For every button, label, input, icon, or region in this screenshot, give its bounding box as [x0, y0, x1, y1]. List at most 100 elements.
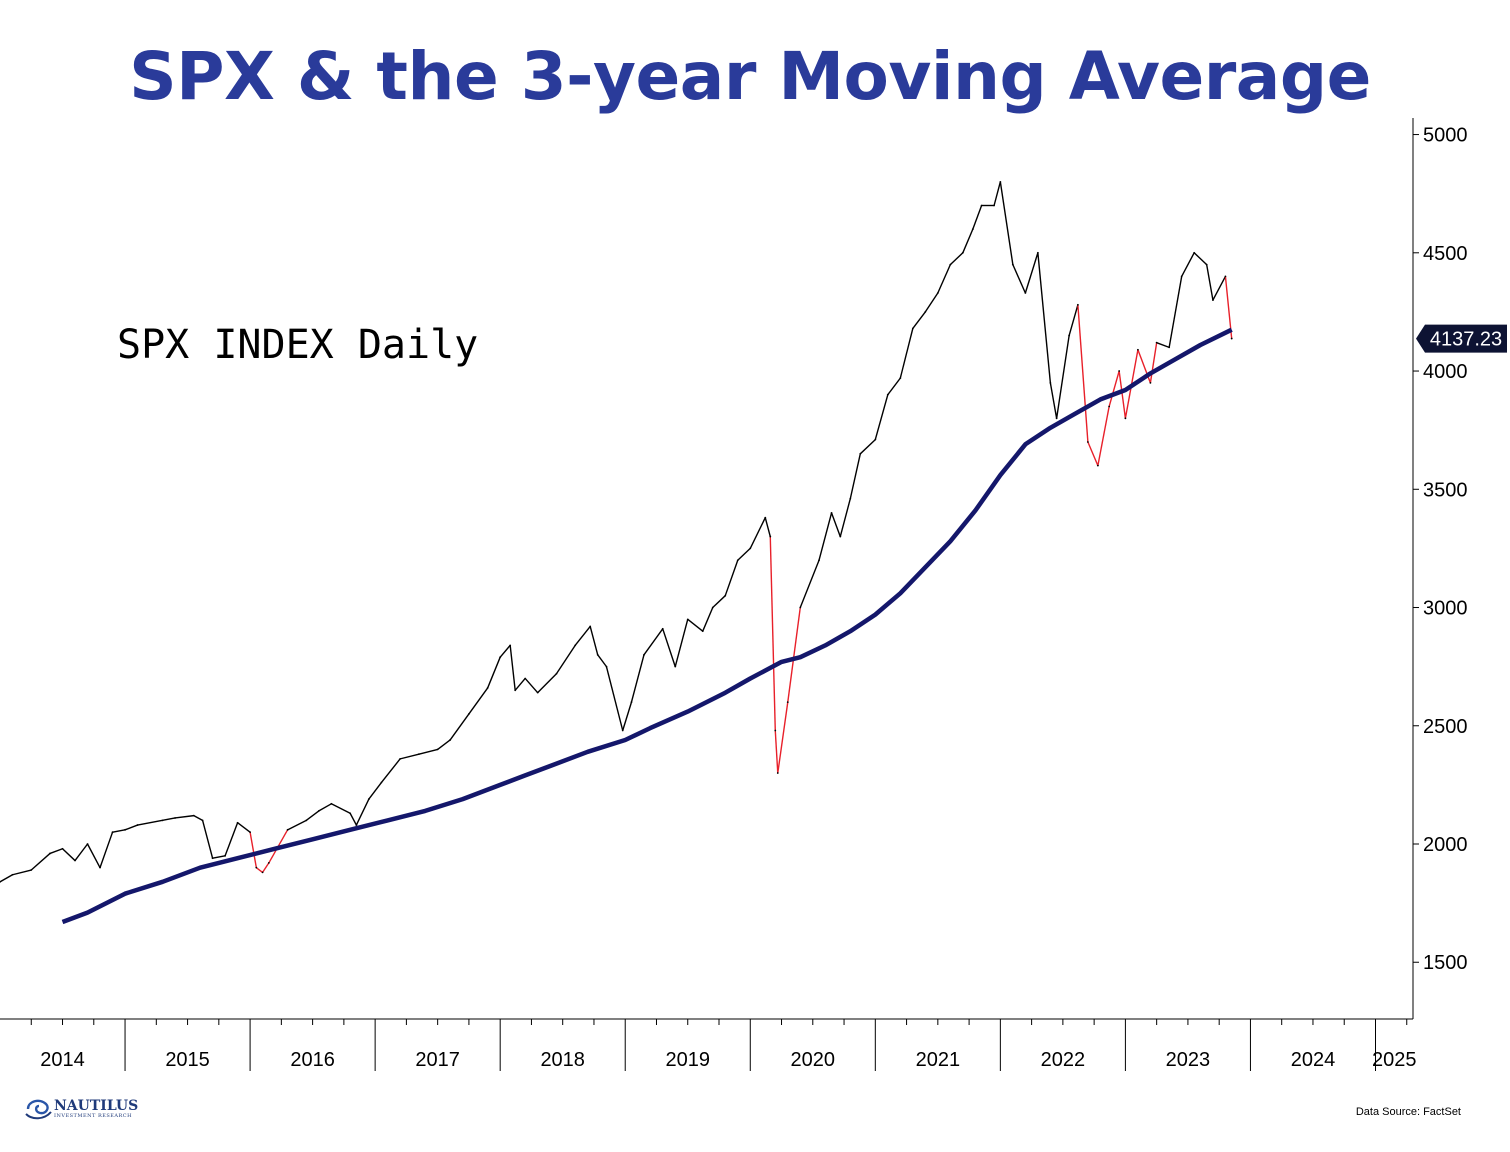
- price-segment: [74, 843, 89, 861]
- price-segment: [764, 517, 771, 537]
- price-point: [349, 812, 352, 815]
- price-segment: [418, 748, 438, 755]
- price-segment: [818, 512, 833, 561]
- price-point: [1212, 299, 1214, 301]
- price-point: [686, 618, 689, 621]
- price-segment: [589, 626, 599, 655]
- price-segment: [224, 822, 239, 857]
- price-segment: [924, 292, 939, 313]
- price-segment: [449, 713, 470, 741]
- price-segment-below-ma: [1118, 370, 1127, 419]
- price-point: [86, 843, 89, 845]
- price-segment: [30, 852, 51, 871]
- x-tick-label: 2023: [1166, 1049, 1211, 1071]
- price-point: [936, 292, 939, 294]
- x-axis: 2014 2015 2016 2017 2018 2019 2020 2021 2022 2023…: [0, 1018, 1416, 1071]
- price-point: [818, 559, 820, 562]
- x-tick-label: 2022: [1041, 1049, 1086, 1071]
- price-segment: [1055, 335, 1070, 419]
- price-segment: [874, 394, 889, 440]
- price-segment: [318, 803, 332, 812]
- price-segment: [331, 803, 351, 814]
- price-segment: [674, 619, 689, 667]
- price-segment: [212, 855, 226, 859]
- price-segment-below-ma: [1108, 370, 1120, 407]
- price-segment: [380, 758, 401, 783]
- price-segment: [137, 819, 163, 826]
- price-point: [1011, 263, 1014, 266]
- price-point: [899, 377, 902, 380]
- price-point: [1124, 417, 1127, 420]
- price-segment: [487, 656, 501, 689]
- price-point: [367, 798, 370, 800]
- price-segment-below-ma: [777, 702, 789, 774]
- price-point: [174, 817, 176, 819]
- price-point: [924, 311, 927, 313]
- price-point: [749, 547, 752, 550]
- price-point: [124, 828, 126, 831]
- price-point: [993, 204, 996, 207]
- price-segment: [499, 644, 511, 658]
- nautilus-swirl-icon: [25, 1099, 52, 1120]
- price-point: [736, 559, 739, 562]
- price-point: [839, 535, 842, 538]
- price-segment-below-ma: [1077, 304, 1089, 443]
- price-point: [961, 251, 964, 254]
- price-point: [724, 594, 727, 597]
- price-point: [1137, 348, 1139, 351]
- price-segment: [937, 264, 951, 294]
- price-segment: [799, 559, 820, 608]
- price-segment: [993, 181, 1002, 206]
- price-segment: [949, 252, 964, 266]
- price-point: [524, 677, 527, 680]
- price-segment: [1012, 264, 1027, 294]
- price-segment: [287, 819, 307, 831]
- price-segment: [49, 848, 63, 855]
- price-point: [1118, 370, 1121, 372]
- price-point: [949, 263, 952, 266]
- price-segment: [437, 739, 451, 750]
- price-point: [911, 327, 914, 330]
- price-segment: [643, 628, 664, 656]
- price-segment: [12, 869, 32, 876]
- price-point: [468, 713, 470, 715]
- price-point: [830, 512, 833, 514]
- price-segment: [962, 228, 974, 254]
- price-segment: [355, 798, 370, 826]
- price-point: [874, 438, 877, 441]
- price-point: [661, 627, 664, 630]
- price-segment-below-ma: [1097, 406, 1110, 466]
- price-point: [1193, 251, 1196, 254]
- y-axis: 1500 2000 2500 3000 3500 4000 4500 5000 4137.23: [1412, 118, 1507, 1019]
- y-tick-label: 4000: [1423, 361, 1468, 383]
- price-point: [224, 854, 226, 857]
- price-point: [643, 653, 645, 656]
- price-segment: [999, 181, 1014, 265]
- price-point: [449, 739, 452, 741]
- price-segment-below-ma: [1149, 342, 1158, 383]
- price-segment: [349, 812, 357, 826]
- price-point: [514, 689, 517, 692]
- price-segment: [702, 607, 714, 632]
- price-segment: [849, 453, 861, 499]
- price-segment-below-ma: [262, 862, 270, 873]
- y-tick-label: 1500: [1423, 952, 1468, 974]
- price-segment: [1168, 276, 1183, 348]
- x-tick-label: 2014: [40, 1049, 85, 1071]
- price-point: [211, 857, 214, 860]
- price-point: [536, 691, 539, 694]
- price-segment: [1205, 264, 1214, 301]
- price-segment: [749, 517, 766, 549]
- price-point: [1096, 464, 1099, 467]
- price-point: [1108, 405, 1111, 408]
- price-point: [1155, 341, 1158, 344]
- price-point: [605, 665, 608, 668]
- x-tick-label: 2017: [415, 1049, 460, 1071]
- price-point: [774, 729, 777, 732]
- price-segment: [62, 848, 76, 862]
- price-segment: [859, 439, 876, 455]
- price-point: [380, 781, 383, 784]
- price-point: [999, 180, 1002, 183]
- price-segment: [524, 678, 539, 694]
- series-label: SPX INDEX Daily: [117, 322, 479, 368]
